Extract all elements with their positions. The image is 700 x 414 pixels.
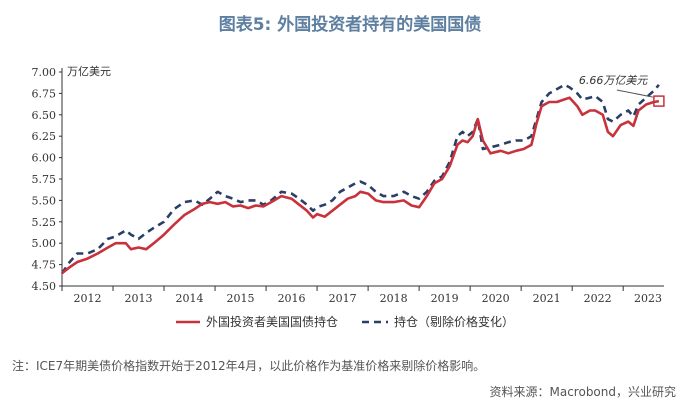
legend-label-holdings: 外国投资者美国国债持仓 bbox=[206, 314, 338, 329]
chart-source: 资料来源：Macrobond，兴业研究 bbox=[489, 385, 677, 399]
annotation-leader bbox=[616, 89, 653, 98]
x-tick-label: 2017 bbox=[329, 292, 357, 305]
y-tick-label: 5.00 bbox=[32, 237, 57, 250]
chart-annotation: 6.66万亿美元 bbox=[579, 74, 665, 107]
x-tick-label: 2013 bbox=[125, 292, 153, 305]
x-tick-label: 2023 bbox=[634, 292, 662, 305]
series-line-holdings bbox=[61, 96, 660, 275]
x-tick-label: 2021 bbox=[533, 292, 561, 305]
x-tick-label: 2012 bbox=[74, 292, 102, 305]
x-tick-label: 2020 bbox=[482, 292, 510, 305]
y-tick-label: 5.50 bbox=[32, 194, 57, 207]
x-tick-label: 2018 bbox=[380, 292, 408, 305]
series-line-excluding-price bbox=[60, 83, 660, 274]
chart-legend: 外国投资者美国国债持仓 持仓（剔除价格变化） bbox=[176, 314, 514, 329]
y-unit-label: 万亿美元 bbox=[67, 65, 111, 78]
x-tick-label: 2014 bbox=[176, 292, 204, 305]
x-tick-label: 2022 bbox=[584, 292, 612, 305]
x-tick-label: 2019 bbox=[431, 292, 459, 305]
x-tick-label: 2016 bbox=[278, 292, 306, 305]
x-tick-label: 2015 bbox=[227, 292, 255, 305]
y-tick-label: 7.00 bbox=[32, 66, 57, 79]
y-tick-label: 6.75 bbox=[32, 87, 57, 100]
y-tick-label: 6.00 bbox=[32, 152, 57, 165]
line-chart: 4.50 4.75 5.00 5.25 5.50 5.75 6.00 6.25 6.50 6.75… bbox=[32, 65, 665, 329]
chart-axes: 4.50 4.75 5.00 5.25 5.50 5.75 6.00 6.25 6.50 6.75… bbox=[32, 65, 664, 305]
annotation-marker bbox=[653, 95, 665, 107]
y-tick-label: 5.25 bbox=[32, 216, 57, 229]
y-tick-label: 4.75 bbox=[32, 259, 57, 272]
chart-footnote: 注：ICE7年期美债价格指数开始于2012年4月，以此价格作为基准价格来剔除价格… bbox=[12, 359, 486, 373]
y-tick-label: 6.50 bbox=[32, 109, 57, 122]
legend-label-excluding-price: 持仓（剔除价格变化） bbox=[394, 314, 514, 329]
chart-title: 图表5: 外国投资者持有的美国国债 bbox=[218, 15, 482, 35]
y-tick-label: 5.75 bbox=[32, 173, 57, 186]
y-tick-label: 4.50 bbox=[32, 280, 57, 293]
chart-series bbox=[60, 83, 660, 275]
y-tick-label: 6.25 bbox=[32, 130, 57, 143]
annotation-label: 6.66万亿美元 bbox=[579, 74, 648, 87]
